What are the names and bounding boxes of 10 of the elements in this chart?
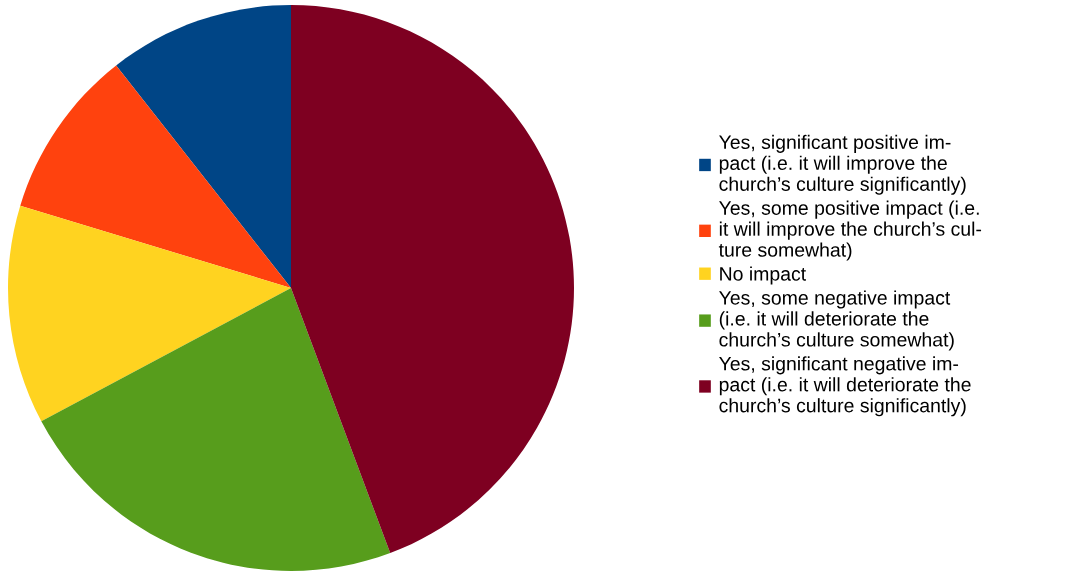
pie-slice (20, 65, 291, 288)
legend-label: Yes, some positive impact (i.e. it will improve the church’s cul- ture somewhat) (718, 200, 982, 261)
pie-slice (116, 5, 291, 288)
pie-slice (41, 288, 391, 571)
legend-label: Yes, significant positive im- pact (i.e. it will improve the church’s culture significantly) (719, 134, 966, 195)
pie-slice (8, 205, 291, 422)
pie-slice (291, 5, 574, 554)
legend-label: No impact (720, 266, 806, 285)
legend-label: Yes, some negative impact (i.e. it will deteriorate the church’s culture somewhat) (719, 290, 954, 351)
legend-label: Yes, significant negative im- pact (i.e. it will deteriorate the church’s culture significantly) (719, 356, 971, 417)
